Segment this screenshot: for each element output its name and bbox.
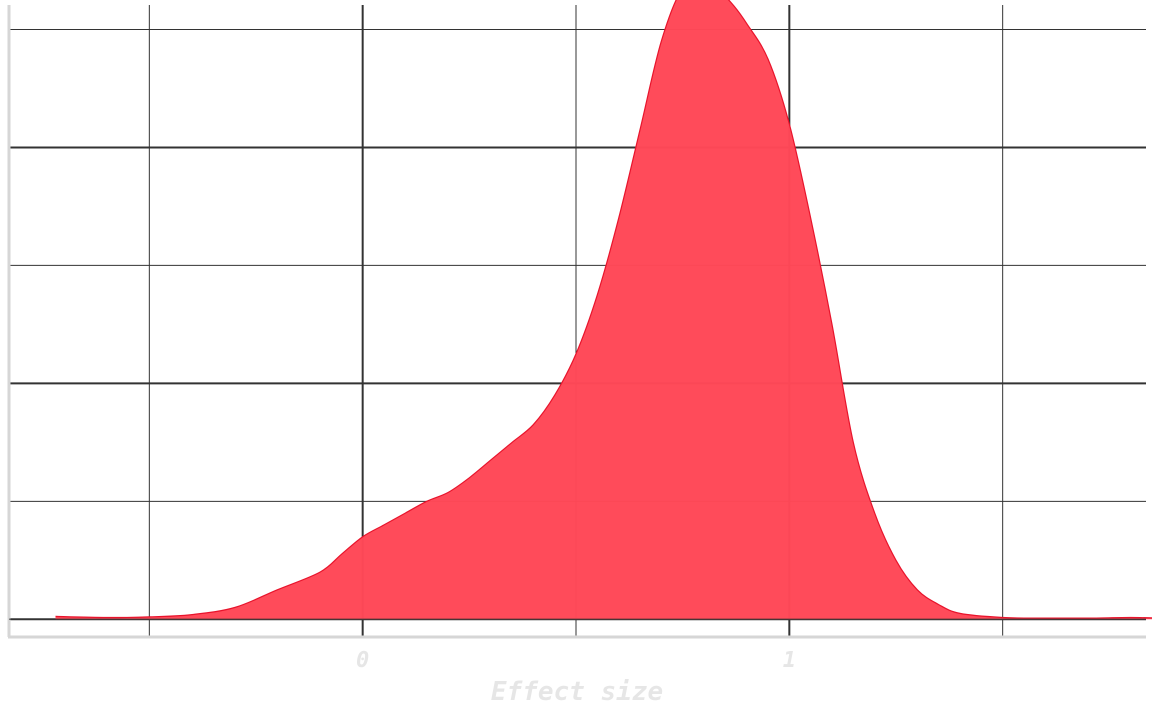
density-outline-0: [55, 0, 1152, 619]
x-tick-label-0: 0: [356, 648, 369, 673]
x-axis-title: Effect size: [491, 677, 663, 707]
axes: [7, 5, 1146, 639]
density-area-0: [55, 0, 1152, 620]
series-layer: [9, 0, 1152, 621]
x-tick-label-1: 1: [783, 648, 796, 673]
